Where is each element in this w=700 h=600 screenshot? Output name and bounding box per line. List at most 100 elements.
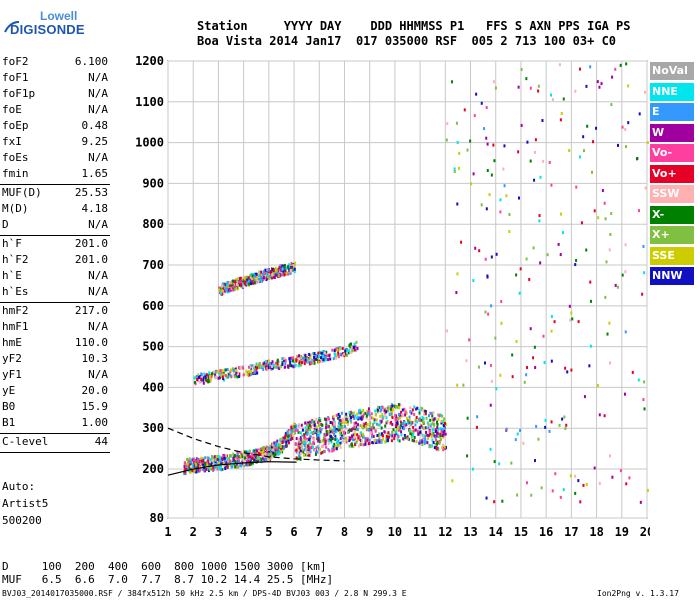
echo-point	[380, 432, 383, 436]
param-name: hmE	[2, 336, 22, 349]
echo-point	[557, 242, 560, 246]
echo-point	[246, 371, 249, 375]
echo-point	[295, 456, 298, 460]
echo-point	[390, 411, 393, 415]
echo-point	[317, 423, 320, 427]
echo-point	[313, 429, 316, 433]
echo-point	[314, 357, 317, 361]
param-name: hmF1	[2, 320, 29, 333]
echo-point	[423, 426, 426, 430]
echo-point	[574, 263, 577, 267]
echo-point	[350, 420, 353, 424]
echo-point	[418, 418, 421, 422]
echo-point	[515, 273, 518, 277]
echo-point	[308, 446, 311, 450]
footer-muf-row: MUF 6.5 6.6 7.0 7.7 8.7 10.2 14.4 25.5 […	[2, 573, 334, 586]
echo-point	[310, 431, 313, 435]
echo-point	[276, 358, 279, 362]
footer-file-info: BVJ03_2014017035000.RSF / 384fx512h 50 k…	[2, 589, 407, 598]
echo-point	[518, 291, 521, 295]
echo-point	[316, 358, 319, 362]
echo-point	[278, 360, 281, 364]
echo-point	[575, 258, 578, 262]
echo-point	[425, 416, 428, 420]
echo-point	[316, 437, 319, 441]
echo-point	[198, 458, 201, 462]
echo-point	[335, 356, 338, 360]
x-tick-label: 19	[615, 525, 629, 539]
echo-point	[569, 318, 572, 322]
echo-point	[377, 432, 380, 436]
echo-point	[302, 450, 305, 454]
echo-point	[244, 454, 247, 458]
echo-point	[198, 468, 201, 472]
echo-point	[191, 468, 194, 472]
param-value: N/A	[88, 71, 108, 84]
echo-point	[265, 278, 268, 282]
echo-point	[267, 276, 270, 280]
echo-point	[196, 377, 199, 381]
echo-point	[411, 432, 414, 436]
echo-point	[413, 439, 416, 443]
echo-point	[322, 354, 325, 358]
echo-point	[360, 415, 363, 419]
echo-point	[285, 266, 288, 270]
echo-point	[229, 287, 232, 291]
param-value: 6.100	[74, 55, 108, 68]
param-name: B0	[2, 400, 16, 413]
plot-area	[167, 60, 648, 519]
param-value: 110.0	[74, 336, 108, 349]
echo-point	[643, 271, 646, 275]
echo-point	[279, 441, 282, 445]
artist-label: Artist5	[2, 497, 49, 510]
echo-point	[269, 447, 272, 451]
echo-point	[227, 288, 230, 292]
param-row: yF1 N/A	[2, 368, 108, 384]
param-value: 10.3	[81, 352, 109, 365]
echo-point	[212, 463, 215, 467]
echo-point	[331, 348, 334, 352]
echo-point	[441, 428, 444, 432]
echo-point	[638, 209, 641, 213]
param-row: B1 1.00	[2, 416, 108, 432]
echo-point	[366, 422, 369, 426]
echo-point	[426, 421, 429, 425]
param-row: foF1 N/A	[2, 71, 108, 87]
echo-point	[293, 261, 296, 265]
echo-point	[251, 280, 254, 284]
echo-point	[305, 356, 308, 360]
echo-point	[188, 466, 191, 470]
echo-point	[293, 265, 296, 269]
echo-point	[209, 467, 212, 471]
echo-point	[325, 426, 328, 430]
echo-point	[525, 373, 528, 377]
param-row: yF2 10.3	[2, 352, 108, 368]
echo-point	[327, 441, 330, 445]
echo-point	[253, 367, 256, 371]
echo-point	[565, 423, 568, 427]
echo-point	[358, 411, 361, 415]
echo-point	[292, 429, 295, 433]
echo-point	[570, 311, 573, 315]
echo-point	[257, 459, 260, 463]
echo-point	[299, 449, 302, 453]
echo-point	[542, 334, 545, 338]
echo-point	[398, 439, 401, 443]
echo-point	[295, 437, 298, 441]
echo-point	[579, 67, 582, 71]
legend-item: W	[650, 123, 694, 142]
echo-point	[303, 433, 306, 437]
echo-point	[417, 432, 420, 436]
param-value: 201.0	[74, 253, 108, 266]
echo-point	[217, 454, 220, 458]
echo-point	[551, 98, 554, 102]
echo-point	[353, 436, 356, 440]
echo-point	[298, 360, 301, 364]
echo-point	[399, 424, 402, 428]
echo-point	[215, 462, 218, 466]
echo-point	[484, 310, 487, 314]
echo-point	[356, 412, 359, 416]
param-value: 1.65	[81, 167, 109, 180]
echo-point	[537, 437, 540, 441]
